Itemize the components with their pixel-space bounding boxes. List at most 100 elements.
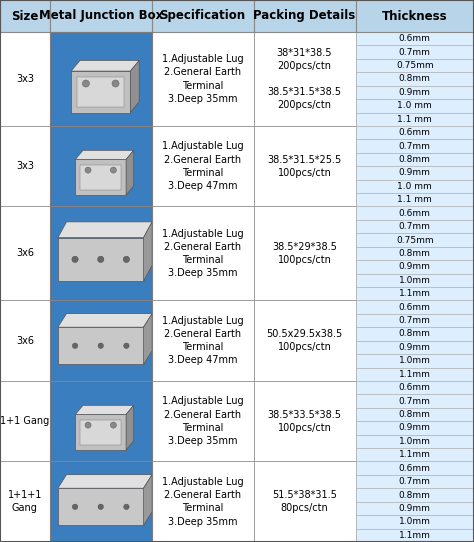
Text: 1.1mm: 1.1mm	[399, 450, 431, 459]
Text: 1.1 mm: 1.1 mm	[397, 115, 432, 124]
Bar	[356, 233, 474, 247]
Text: 3x6: 3x6	[16, 335, 34, 346]
Text: 3x6: 3x6	[16, 248, 34, 259]
Bar	[50, 126, 152, 207]
Circle shape	[124, 343, 129, 349]
Bar	[77, 77, 124, 107]
Bar	[356, 300, 474, 314]
Text: 0.8mm: 0.8mm	[399, 249, 431, 258]
Text: 1.Adjustable Lug
2.General Earth
Terminal
3.Deep 35mm: 1.Adjustable Lug 2.General Earth Termina…	[162, 229, 244, 278]
Text: 0.9mm: 0.9mm	[399, 169, 431, 177]
Bar	[81, 165, 121, 190]
Bar	[58, 488, 144, 525]
Polygon shape	[144, 314, 152, 364]
Bar	[356, 59, 474, 72]
Polygon shape	[130, 60, 139, 113]
Circle shape	[72, 256, 78, 262]
Text: 0.9mm: 0.9mm	[399, 423, 431, 433]
Text: 0.7mm: 0.7mm	[399, 477, 431, 486]
Bar	[356, 99, 474, 113]
Text: 1.Adjustable Lug
2.General Earth
Terminal
3.Deep 47mm: 1.Adjustable Lug 2.General Earth Termina…	[162, 141, 244, 191]
Bar	[356, 341, 474, 354]
Bar	[356, 247, 474, 260]
Circle shape	[98, 343, 103, 349]
Bar	[356, 220, 474, 233]
Circle shape	[73, 504, 78, 509]
Bar	[356, 207, 474, 220]
Bar	[0, 207, 50, 300]
Bar	[0, 461, 50, 542]
Text: 1.Adjustable Lug
2.General Earth
Terminal
3.Deep 47mm: 1.Adjustable Lug 2.General Earth Termina…	[162, 316, 244, 365]
Circle shape	[98, 504, 103, 509]
Bar	[356, 260, 474, 274]
Polygon shape	[144, 475, 152, 525]
Bar	[254, 126, 356, 207]
Circle shape	[124, 504, 129, 509]
Circle shape	[98, 256, 104, 262]
Text: 1.0 mm: 1.0 mm	[397, 182, 432, 191]
Bar	[0, 126, 50, 207]
Text: 0.6mm: 0.6mm	[399, 128, 431, 137]
Polygon shape	[58, 475, 152, 488]
Text: 0.7mm: 0.7mm	[399, 397, 431, 405]
Text: 1.0mm: 1.0mm	[399, 356, 431, 365]
Bar	[356, 72, 474, 86]
Bar	[356, 274, 474, 287]
Bar	[71, 71, 130, 113]
Bar	[50, 32, 152, 126]
Bar	[356, 528, 474, 542]
Text: 0.8mm: 0.8mm	[399, 330, 431, 338]
Bar	[152, 0, 254, 32]
Bar	[356, 327, 474, 341]
Polygon shape	[71, 60, 139, 71]
Bar	[50, 461, 152, 542]
Circle shape	[82, 80, 90, 87]
Text: 0.75mm: 0.75mm	[396, 61, 434, 70]
Text: 1.Adjustable Lug
2.General Earth
Terminal
3.Deep 35mm: 1.Adjustable Lug 2.General Earth Termina…	[162, 477, 244, 526]
Bar	[254, 300, 356, 381]
Bar	[356, 32, 474, 46]
Bar	[152, 300, 254, 381]
Bar	[356, 46, 474, 59]
Bar	[356, 86, 474, 99]
Text: 1.0mm: 1.0mm	[399, 437, 431, 446]
Text: 1.1mm: 1.1mm	[399, 531, 431, 540]
Bar	[75, 415, 126, 450]
Text: 38*31*38.5
200pcs/ctn

38.5*31.5*38.5
200pcs/ctn: 38*31*38.5 200pcs/ctn 38.5*31.5*38.5 200…	[267, 48, 342, 111]
Bar	[356, 448, 474, 461]
Bar	[356, 179, 474, 193]
Text: Specification: Specification	[160, 10, 246, 23]
Bar	[356, 126, 474, 139]
Bar	[50, 207, 152, 300]
Circle shape	[112, 80, 119, 87]
Text: 0.8mm: 0.8mm	[399, 74, 431, 83]
Text: 0.7mm: 0.7mm	[399, 48, 431, 56]
Text: 1+1+1
Gang: 1+1+1 Gang	[8, 490, 42, 513]
Circle shape	[123, 256, 129, 262]
Circle shape	[110, 167, 117, 173]
Text: 0.9mm: 0.9mm	[399, 504, 431, 513]
Text: 0.6mm: 0.6mm	[399, 302, 431, 312]
Text: 1.0 mm: 1.0 mm	[397, 101, 432, 111]
Text: 3x3: 3x3	[16, 161, 34, 171]
Polygon shape	[58, 314, 152, 327]
Bar	[81, 420, 121, 445]
Bar	[356, 139, 474, 153]
Bar	[254, 207, 356, 300]
Bar	[254, 0, 356, 32]
Bar	[356, 166, 474, 179]
Bar	[356, 354, 474, 367]
Polygon shape	[126, 405, 134, 450]
Bar	[58, 327, 144, 364]
Bar	[356, 475, 474, 488]
Bar	[50, 0, 152, 32]
Bar	[356, 193, 474, 207]
Text: 0.8mm: 0.8mm	[399, 155, 431, 164]
Text: 0.8mm: 0.8mm	[399, 491, 431, 500]
Text: Thickness: Thickness	[382, 10, 447, 23]
Text: 0.9mm: 0.9mm	[399, 88, 431, 97]
Bar	[50, 126, 152, 207]
Text: 38.5*33.5*38.5
100pcs/ctn: 38.5*33.5*38.5 100pcs/ctn	[267, 410, 342, 433]
Bar	[50, 300, 152, 381]
Bar	[152, 32, 254, 126]
